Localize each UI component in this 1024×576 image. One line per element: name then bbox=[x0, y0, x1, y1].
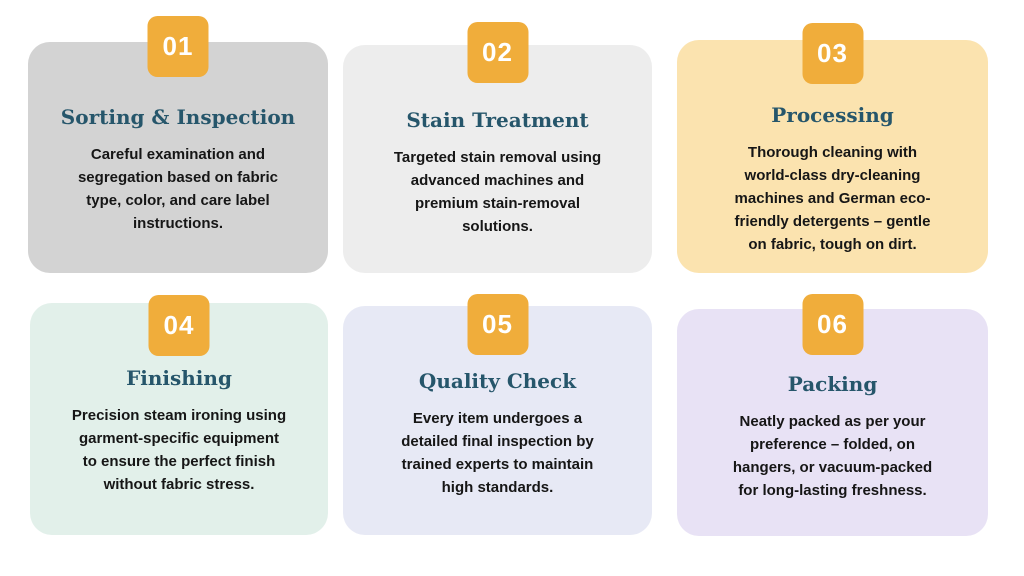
step-number-badge: 03 bbox=[802, 23, 863, 84]
card-description: Thorough cleaning with world-class dry-c… bbox=[734, 144, 931, 253]
card-title: Sorting & Inspection bbox=[60, 105, 296, 129]
card-title: Finishing bbox=[126, 366, 232, 390]
card-body: Sorting & Inspection Careful examination… bbox=[28, 42, 328, 273]
step-number-badge: 05 bbox=[467, 294, 528, 355]
process-card: 04 Finishing Precision steam ironing usi… bbox=[30, 295, 328, 535]
card-description: Careful examination and segregation base… bbox=[77, 146, 279, 232]
card-body: Stain Treatment Targeted stain removal u… bbox=[343, 45, 652, 273]
card-title: Stain Treatment bbox=[406, 108, 589, 132]
card-description: Precision steam ironing using garment-sp… bbox=[71, 407, 287, 493]
card-description: Neatly packed as per your preference – f… bbox=[732, 413, 933, 499]
process-card: 06 Packing Neatly packed as per your pre… bbox=[677, 294, 988, 536]
process-card: 01 Sorting & Inspection Careful examinat… bbox=[28, 16, 328, 273]
step-number-badge: 04 bbox=[148, 295, 210, 356]
card-title: Packing bbox=[787, 372, 878, 396]
card-title: Processing bbox=[771, 103, 894, 127]
step-number-badge: 01 bbox=[147, 16, 209, 77]
card-description: Targeted stain removal using advanced ma… bbox=[393, 149, 602, 235]
card-description: Every item undergoes a detailed final in… bbox=[401, 410, 594, 496]
process-card: 05 Quality Check Every item undergoes a … bbox=[343, 294, 652, 535]
step-number-badge: 06 bbox=[802, 294, 863, 355]
card-body: Quality Check Every item undergoes a det… bbox=[343, 306, 652, 535]
card-title: Quality Check bbox=[418, 369, 577, 393]
process-card: 03 Processing Thorough cleaning with wor… bbox=[677, 23, 988, 273]
process-card: 02 Stain Treatment Targeted stain remova… bbox=[343, 22, 652, 273]
step-number-badge: 02 bbox=[467, 22, 528, 83]
